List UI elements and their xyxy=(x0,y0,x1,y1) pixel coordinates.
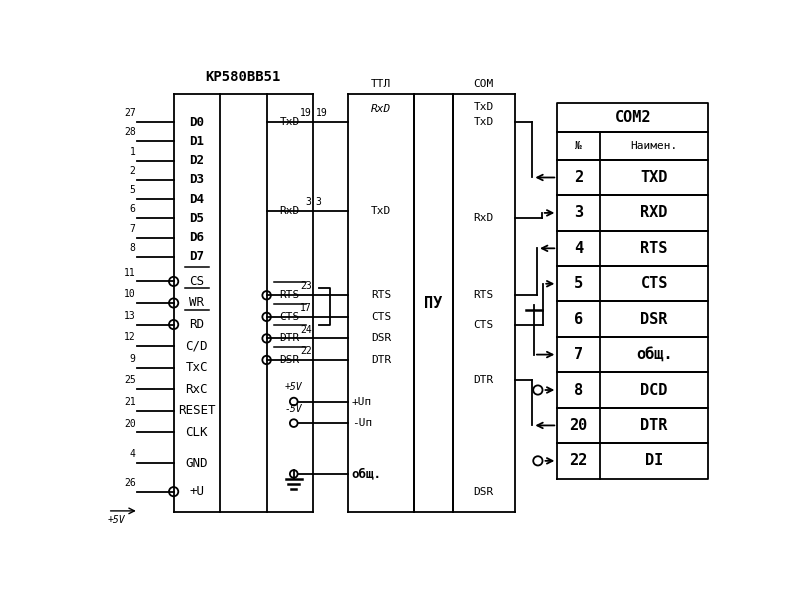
Text: TxD: TxD xyxy=(371,206,391,215)
Text: 20: 20 xyxy=(570,418,588,433)
Text: D4: D4 xyxy=(190,193,204,206)
Text: +5V: +5V xyxy=(108,515,126,525)
Text: общ.: общ. xyxy=(636,347,672,362)
Text: D1: D1 xyxy=(190,135,204,148)
Text: 22: 22 xyxy=(300,346,311,356)
Text: 27: 27 xyxy=(124,108,136,118)
Text: D3: D3 xyxy=(190,173,204,186)
Text: RESET: RESET xyxy=(178,404,216,418)
Text: CTS: CTS xyxy=(641,276,668,291)
Text: DCD: DCD xyxy=(641,383,668,398)
Text: 6: 6 xyxy=(574,311,583,326)
Text: 6: 6 xyxy=(130,205,136,214)
Text: DSR: DSR xyxy=(474,487,494,497)
Text: КР580ВВ51: КР580ВВ51 xyxy=(206,70,281,85)
Text: D7: D7 xyxy=(190,250,204,263)
Text: TxD: TxD xyxy=(474,117,494,127)
Text: TXD: TXD xyxy=(641,170,668,185)
Text: DSR: DSR xyxy=(371,334,391,343)
Text: 2: 2 xyxy=(574,170,583,185)
Text: RxC: RxC xyxy=(186,383,208,396)
Text: RTS: RTS xyxy=(474,290,494,300)
Text: TxC: TxC xyxy=(186,361,208,374)
Text: 20: 20 xyxy=(124,419,136,428)
Text: D0: D0 xyxy=(190,116,204,128)
Text: RD: RD xyxy=(190,318,204,331)
Text: 12: 12 xyxy=(124,332,136,342)
Text: 28: 28 xyxy=(124,127,136,137)
Text: RTS: RTS xyxy=(371,290,391,300)
Text: 19: 19 xyxy=(300,108,311,118)
Text: +5V: +5V xyxy=(285,382,302,392)
Text: -Uп: -Uп xyxy=(352,418,372,428)
Text: 3: 3 xyxy=(306,197,311,207)
Text: 3: 3 xyxy=(315,197,322,207)
Text: ТТЛ: ТТЛ xyxy=(371,79,391,89)
Text: 4: 4 xyxy=(130,449,136,460)
Text: 26: 26 xyxy=(124,478,136,488)
Text: COM2: COM2 xyxy=(614,110,651,125)
Text: 8: 8 xyxy=(574,383,583,398)
Text: общ.: общ. xyxy=(352,467,382,481)
Text: CS: CS xyxy=(190,275,204,288)
Text: CTS: CTS xyxy=(371,312,391,322)
Text: D5: D5 xyxy=(190,212,204,225)
Text: TxD: TxD xyxy=(280,117,300,127)
Text: 10: 10 xyxy=(124,289,136,299)
Text: WR: WR xyxy=(190,296,204,310)
Text: 22: 22 xyxy=(570,454,588,469)
Text: D2: D2 xyxy=(190,154,204,167)
Text: 19: 19 xyxy=(315,108,327,118)
Text: RTS: RTS xyxy=(641,241,668,256)
Text: 9: 9 xyxy=(130,354,136,364)
Text: RXD: RXD xyxy=(641,205,668,220)
Text: CLK: CLK xyxy=(186,426,208,439)
Text: 24: 24 xyxy=(300,325,311,335)
Text: 7: 7 xyxy=(130,224,136,233)
Text: 13: 13 xyxy=(124,311,136,321)
Text: CTS: CTS xyxy=(474,320,494,329)
Text: RTS: RTS xyxy=(280,290,300,300)
Text: DTR: DTR xyxy=(371,355,391,365)
Text: 23: 23 xyxy=(300,281,311,292)
Text: DTR: DTR xyxy=(280,334,300,343)
Text: 5: 5 xyxy=(574,276,583,291)
Text: DSR: DSR xyxy=(641,311,668,326)
Text: DSR: DSR xyxy=(280,355,300,365)
Text: RxD: RxD xyxy=(280,206,300,215)
Text: DTR: DTR xyxy=(474,375,494,385)
Text: ПУ: ПУ xyxy=(424,295,442,311)
Text: RxD: RxD xyxy=(474,213,494,223)
Text: 5: 5 xyxy=(130,185,136,195)
Text: 1: 1 xyxy=(130,147,136,157)
Text: D6: D6 xyxy=(190,231,204,244)
Text: DI: DI xyxy=(645,454,663,469)
Text: 11: 11 xyxy=(124,268,136,278)
Text: Наимен.: Наимен. xyxy=(630,141,678,151)
Text: 21: 21 xyxy=(124,397,136,407)
Text: 17: 17 xyxy=(300,303,311,313)
Text: 3: 3 xyxy=(574,205,583,220)
Text: +U: +U xyxy=(190,485,204,498)
Text: 7: 7 xyxy=(574,347,583,362)
Text: TxD: TxD xyxy=(474,103,494,112)
Text: C/D: C/D xyxy=(186,340,208,353)
Text: COM: COM xyxy=(474,79,494,89)
Text: 4: 4 xyxy=(574,241,583,256)
Text: +Uп: +Uп xyxy=(352,397,372,407)
Text: 25: 25 xyxy=(124,376,136,385)
Text: 2: 2 xyxy=(130,166,136,176)
Text: RxD: RxD xyxy=(371,104,391,114)
Text: GND: GND xyxy=(186,457,208,470)
Text: CTS: CTS xyxy=(280,312,300,322)
Text: 8: 8 xyxy=(130,243,136,253)
Text: DTR: DTR xyxy=(641,418,668,433)
Text: -5V: -5V xyxy=(285,404,302,414)
Text: №: № xyxy=(575,141,582,151)
